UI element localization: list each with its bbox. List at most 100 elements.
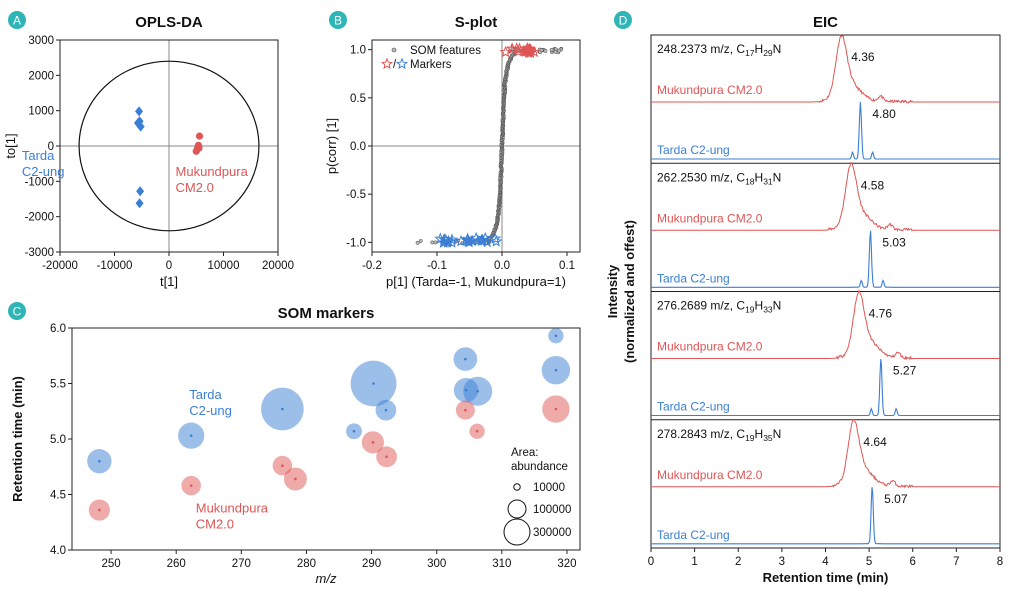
- badge-circle: [8, 302, 26, 320]
- size-legend-circle: [513, 483, 521, 491]
- group-label: Mukundpura: [176, 164, 249, 179]
- formula-subscript: 17: [745, 48, 755, 58]
- legend-markers: Markers: [410, 59, 452, 71]
- tarda-marker: [445, 233, 458, 245]
- x-tick-label: 5: [866, 556, 872, 568]
- bubble-center: [554, 407, 558, 411]
- x-tick-label: 270: [232, 558, 251, 570]
- x-axis-label: Retention time (min): [763, 570, 889, 585]
- eic-header: 262.2530 m/z, C18H31N: [657, 170, 781, 186]
- group-label: Tarda: [22, 148, 55, 163]
- som-feature: [543, 48, 548, 53]
- data-point: [195, 144, 203, 152]
- bubble-center: [98, 459, 101, 463]
- legend-star-blue: [395, 57, 409, 70]
- data-point: [133, 118, 142, 129]
- bubble-center: [189, 434, 193, 437]
- y-tick-label: -1000: [25, 176, 54, 188]
- formula-subscript: 31: [763, 176, 773, 186]
- badge-label: B: [334, 14, 342, 28]
- bubble-center: [475, 429, 479, 433]
- tarda-series-label: Tarda C2-ung: [657, 400, 730, 414]
- mukundpura-trace: [651, 34, 1000, 104]
- mukundpura-apex-label: 4.76: [869, 307, 893, 321]
- x-tick-label: -0.2: [362, 260, 382, 272]
- x-tick-label: 310: [492, 558, 511, 570]
- x-tick-label: 0: [166, 260, 172, 272]
- size-legend-title: Area:: [511, 447, 539, 459]
- panel-badge: B: [329, 11, 347, 29]
- y-tick-label: 1000: [28, 106, 54, 118]
- legend-features: SOM features: [410, 45, 481, 57]
- chart-b-title: S-plot: [455, 14, 498, 31]
- x-tick-label: 280: [297, 558, 316, 570]
- tarda-marker: [454, 234, 467, 247]
- x-tick-label: 320: [557, 558, 576, 570]
- som-feature: [549, 48, 554, 52]
- group-label: Mukundpura: [196, 500, 269, 515]
- x-axis-label: t[1]: [160, 274, 178, 289]
- y-tick-label: -1.0: [346, 237, 366, 249]
- x-axis-label: p[1] (Tarda=-1, Mukundpura=1): [386, 274, 566, 289]
- tarda-marker: [481, 235, 494, 248]
- legend-sep: /: [393, 59, 397, 71]
- chart-c-title: SOM markers: [278, 305, 375, 322]
- data-point: [195, 132, 204, 140]
- y-axis-label: Retention time (min): [10, 376, 25, 502]
- group-label: CM2.0: [196, 516, 234, 531]
- y-tick-label: -0.5: [346, 189, 366, 201]
- eic-header: 276.2689 m/z, C19H33N: [657, 299, 781, 315]
- mz-text: 276.2689 m/z, C: [657, 299, 745, 313]
- size-legend-title: abundance: [511, 461, 568, 473]
- tarda-trace: [651, 487, 1000, 545]
- y-tick-label: 2000: [28, 70, 54, 82]
- bubble-center: [384, 408, 388, 412]
- tarda-series-label: Tarda C2-ung: [657, 528, 730, 542]
- bubble-center: [189, 484, 193, 487]
- mukundpura-series-label: Mukundpura CM2.0: [657, 83, 763, 97]
- mz-text: 248.2373 m/z, C: [657, 42, 745, 56]
- badge-circle: [8, 11, 26, 29]
- x-tick-label: 2: [735, 556, 741, 568]
- badge-circle: [614, 11, 632, 29]
- som-feature: [553, 49, 558, 54]
- y-tick-label: 0.0: [350, 141, 366, 153]
- y-tick-label: 0.5: [350, 93, 366, 105]
- som-feature: [539, 48, 544, 53]
- eic-header: 278.2843 m/z, C19H35N: [657, 427, 781, 443]
- formula-element: N: [773, 427, 782, 441]
- formula-element: N: [773, 170, 782, 184]
- tarda-trace: [651, 230, 1000, 288]
- tarda-marker: [434, 232, 447, 245]
- bubble-center: [464, 408, 467, 412]
- group-label: C2-ung: [189, 403, 232, 418]
- size-legend-label: 100000: [533, 504, 571, 516]
- x-tick-label: 0.1: [559, 260, 575, 272]
- bubble-center: [385, 455, 388, 459]
- size-legend-circle: [507, 499, 527, 519]
- x-tick-label: 4: [822, 556, 829, 568]
- som-feature: [418, 239, 423, 243]
- mukundpura-apex-label: 4.58: [861, 178, 885, 192]
- formula-subscript: 18: [745, 176, 755, 186]
- formula-element: H: [755, 42, 764, 56]
- y-tick-label: 5.5: [50, 379, 66, 391]
- tarda-trace: [651, 358, 1000, 417]
- x-tick-label: 260: [167, 558, 186, 570]
- y-tick-label: 4.5: [50, 490, 66, 502]
- chart-d-title: EIC: [813, 14, 838, 31]
- mukundpura-trace: [651, 162, 1000, 233]
- x-tick-label: 10000: [208, 260, 240, 272]
- y-tick-label: -2000: [25, 212, 54, 224]
- mukundpura-marker: [523, 43, 536, 56]
- size-legend-label: 10000: [533, 482, 565, 494]
- y-tick-label: 5.0: [50, 434, 66, 446]
- mukundpura-trace: [651, 289, 1000, 361]
- x-tick-label: 0.0: [494, 260, 510, 272]
- x-tick-label: 290: [362, 558, 381, 570]
- bubble-center: [98, 508, 101, 512]
- x-tick-label: 250: [101, 558, 120, 570]
- chart-c-frame: [71, 327, 581, 551]
- tarda-apex-label: 5.03: [882, 235, 906, 249]
